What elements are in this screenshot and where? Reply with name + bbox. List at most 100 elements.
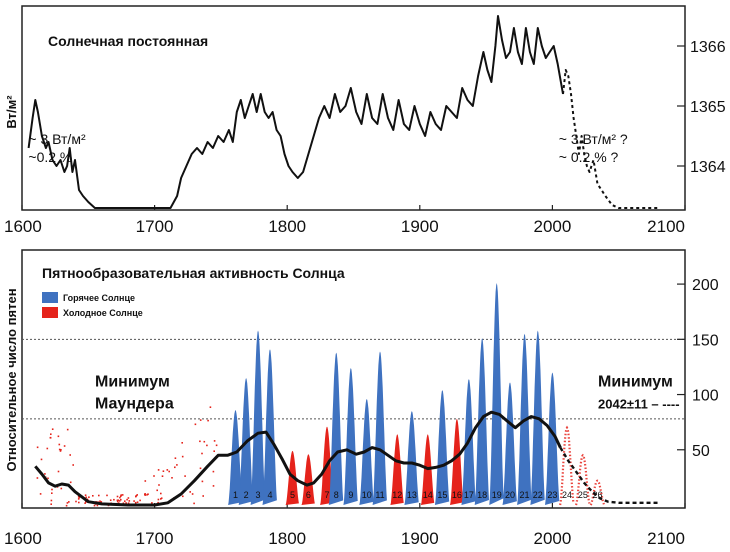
maunder-minimum-dot (68, 501, 70, 503)
maunder-minimum-dot (158, 484, 160, 486)
maunder-minimum-dot (201, 480, 204, 483)
sunspot-cycle-19 (489, 283, 504, 505)
bottom-annotation: Маундера (95, 395, 174, 412)
bottom-x-tick-label: 1700 (136, 529, 174, 548)
cycle-number-10: 10 (362, 490, 372, 500)
maunder-minimum-dot (77, 498, 80, 500)
maunder-minimum-dot (139, 499, 141, 502)
maunder-minimum-dot (176, 464, 178, 466)
maunder-minimum-dot (133, 500, 135, 502)
top-y-tick-label: 1364 (690, 159, 726, 176)
bottom-y-axis-label: Относительное число пятен (4, 288, 19, 471)
maunder-minimum-dot (39, 493, 42, 495)
cycle-number-19: 19 (492, 490, 502, 500)
maunder-minimum-dot (98, 494, 100, 497)
cycle-number-12: 12 (392, 490, 402, 500)
maunder-minimum-dot (58, 443, 61, 446)
cycle-number-2: 2 (244, 490, 249, 500)
maunder-minimum-dot (66, 502, 69, 504)
maunder-minimum-dot (151, 502, 153, 504)
maunder-minimum-dot (119, 496, 121, 499)
maunder-minimum-dot (153, 475, 155, 477)
maunder-minimum-dot (144, 480, 147, 482)
maunder-minimum-dot (136, 501, 139, 503)
maunder-minimum-dot (84, 494, 87, 496)
maunder-minimum-dot (136, 494, 138, 496)
maunder-minimum-dot (209, 406, 212, 408)
maunder-minimum-dot (184, 475, 186, 477)
cycle-number-25: 25 (578, 490, 588, 500)
maunder-minimum-dot (49, 436, 52, 439)
maunder-minimum-dot (168, 470, 170, 473)
smoothed-series-group (34, 410, 659, 507)
bottom-axis-ticks: 1600 1700 1800 1900 2000 2100 50 100 150 200 (4, 277, 719, 548)
sunspot-cycle-23 (545, 372, 560, 505)
solar-constant-panel: Солнечная постоянная Вт/м² 1600 1700 1800 1… (4, 5, 726, 236)
sunspot-panel: Пятнообразовательная активность Солнца О… (4, 249, 719, 548)
maunder-minimum-dot (109, 499, 112, 501)
cycle-number-16: 16 (452, 490, 462, 500)
maunder-minimum-dot (75, 500, 77, 503)
maunder-minimum-dot (46, 447, 49, 450)
cycle-number-1: 1 (233, 490, 238, 500)
maunder-minimum-dot (57, 470, 60, 473)
maunder-minimum-dot (125, 502, 127, 504)
maunder-minimum-dot (124, 500, 126, 502)
cycle-number-18: 18 (477, 490, 487, 500)
cycle-number-5: 5 (290, 490, 295, 500)
cycle-number-22: 22 (533, 490, 543, 500)
legend-label-cold: Холодное Солнце (63, 308, 143, 318)
maunder-minimum-dot (106, 494, 108, 497)
maunder-minimum-dot (213, 440, 216, 442)
sunspot-cycle-1 (228, 410, 243, 505)
maunder-minimum-dot (116, 495, 119, 498)
maunder-minimum-dot (120, 494, 122, 496)
sunspot-cycle-8 (328, 352, 344, 505)
maunder-minimum-dot (92, 495, 94, 497)
sunspot-cycle-3 (250, 330, 265, 505)
sunspot-cycle-20 (502, 382, 517, 505)
top-annotation: ~0.2 % (28, 149, 72, 165)
maunder-minimum-dot (120, 498, 122, 501)
maunder-minimum-dot (77, 495, 80, 498)
legend-swatch-cold (42, 307, 58, 318)
maunder-minimum-dot (65, 504, 68, 507)
top-series-group (27, 15, 659, 209)
bottom-annotation: Минимум (598, 373, 673, 390)
bottom-y-tick-label: 100 (692, 388, 719, 405)
maunder-minimum-dot (93, 504, 96, 507)
maunder-minimum-dot (59, 450, 62, 452)
maunder-minimum-dot (199, 467, 202, 470)
top-y-tick-label: 1366 (690, 39, 726, 56)
maunder-minimum-dot (51, 492, 53, 494)
maunder-minimum-dot (60, 487, 63, 490)
sunspot-cycles-group: 1 2 3 4 5 6 7 8 9 10 11 12 13 14 15 16 17 18 19 20 21 22 23 24 2… (36, 283, 605, 507)
sunspot-cycle-15 (434, 390, 450, 505)
top-annotation: ~ 3 Вт/м² (28, 131, 86, 147)
cycle-number-15: 15 (437, 490, 447, 500)
maunder-minimum-dot (117, 499, 120, 501)
maunder-minimum-dot (189, 491, 191, 493)
top-x-tick-label: 2100 (647, 217, 685, 236)
maunder-minimum-dot (126, 498, 128, 501)
maunder-minimum-dot (120, 495, 122, 497)
maunder-minimum-dot (181, 455, 184, 458)
bottom-y-tick-label: 150 (692, 332, 719, 349)
sunspot-cycle-4 (262, 349, 277, 505)
maunder-minimum-dot (40, 458, 43, 461)
maunder-minimum-dot (213, 450, 215, 452)
sunspot-cycle-16 (450, 418, 464, 505)
top-x-tick-label: 1600 (4, 217, 42, 236)
maunder-minimum-dot (162, 470, 165, 472)
maunder-minimum-dot (182, 495, 184, 498)
maunder-minimum-dot (199, 419, 202, 421)
cycle-number-14: 14 (423, 490, 433, 500)
maunder-minimum-dot (134, 501, 137, 504)
maunder-minimum-dot (201, 452, 203, 455)
cycle-number-20: 20 (505, 490, 515, 500)
maunder-minimum-dot (215, 444, 218, 447)
cycle-number-6: 6 (306, 490, 311, 500)
maunder-minimum-dot (47, 477, 49, 480)
maunder-minimum-dot (51, 488, 53, 491)
maunder-minimum-dot (157, 469, 160, 471)
